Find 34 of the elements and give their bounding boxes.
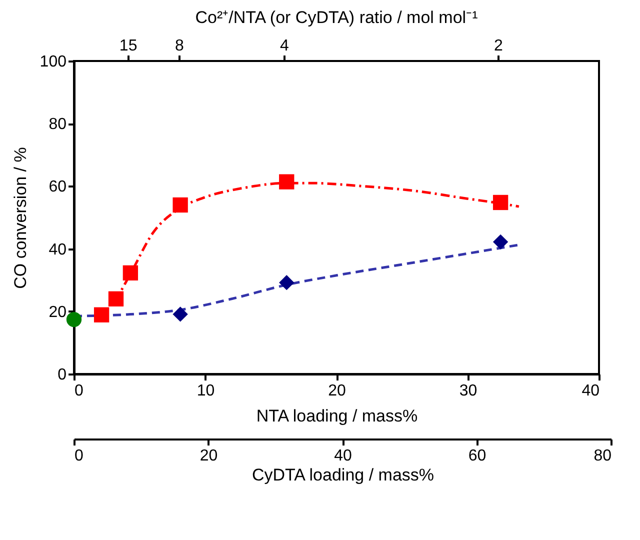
point bbox=[172, 197, 188, 213]
annotation: 2 bbox=[494, 38, 503, 54]
point bbox=[279, 275, 294, 290]
point bbox=[172, 306, 188, 322]
x-tick-label: 20 bbox=[328, 382, 346, 400]
annotation: 8 bbox=[175, 38, 184, 54]
x-tick-label: 40 bbox=[582, 382, 600, 400]
y-tick-label: 80 bbox=[48, 116, 67, 134]
x2-tick-label: 20 bbox=[200, 448, 218, 464]
x-tick-label: 0 bbox=[74, 382, 84, 400]
y-tick-label: 60 bbox=[48, 178, 67, 196]
point bbox=[94, 307, 110, 322]
point bbox=[279, 174, 294, 190]
text: Co²⁺/NTA (or CyDTA) ratio / mol mol⁻¹ bbox=[195, 8, 478, 27]
y-axis-title: CO conversion / % bbox=[10, 147, 30, 289]
x2-tick-label: 0 bbox=[74, 448, 84, 464]
x-tick-label: 10 bbox=[196, 382, 215, 400]
x-axis-title: NTA loading / mass% bbox=[256, 406, 418, 426]
y-tick-label: 40 bbox=[48, 241, 67, 258]
x2-tick-label: 60 bbox=[468, 448, 486, 464]
point bbox=[492, 194, 508, 210]
x-tick-label: 30 bbox=[459, 382, 478, 400]
x2-tick-label: 80 bbox=[594, 448, 612, 464]
x2-tick-label: 40 bbox=[334, 448, 352, 464]
point bbox=[66, 312, 82, 328]
annotation: 15 bbox=[119, 38, 138, 54]
annotation: 4 bbox=[280, 38, 290, 54]
x2-axis-title: CyDTA loading / mass% bbox=[252, 466, 434, 484]
y-tick-label: 20 bbox=[48, 304, 67, 321]
point bbox=[108, 291, 124, 306]
y-tick-label: 0 bbox=[58, 366, 67, 384]
y-tick-label: 100 bbox=[40, 54, 67, 70]
point bbox=[122, 265, 138, 280]
point bbox=[492, 234, 508, 250]
